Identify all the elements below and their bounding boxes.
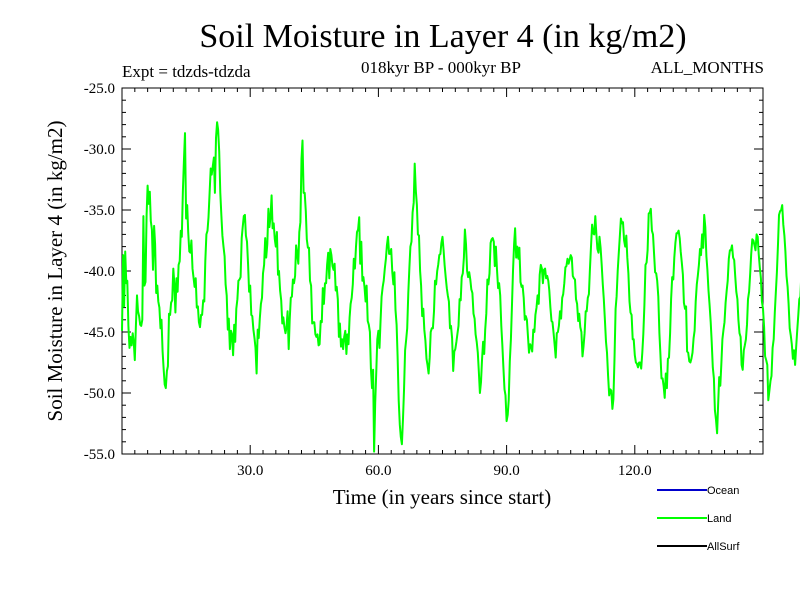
- x-tick-label: 60.0: [365, 463, 391, 479]
- y-tick-labels: -25.0 -30.0 -35.0 -40.0 -45.0 -50.0 -55.0: [84, 81, 115, 463]
- legend-label-allsurf: AllSurf: [707, 541, 740, 553]
- y-tick-label: -40.0: [84, 264, 115, 280]
- y-tick-label: -45.0: [84, 325, 115, 341]
- x-tick-labels: 30.0 60.0 90.0 120.0: [237, 463, 652, 479]
- legend: Ocean Land AllSurf: [657, 485, 740, 553]
- axis-ticks: [122, 87, 763, 455]
- y-tick-label: -50.0: [84, 386, 115, 402]
- series-layer: [121, 121, 800, 453]
- period-label: 018kyr BP - 000kyr BP: [361, 58, 521, 77]
- y-tick-label: -55.0: [84, 447, 115, 463]
- chart-title: Soil Moisture in Layer 4 (in kg/m2): [199, 18, 686, 55]
- y-axis-label: Soil Moisture in Layer 4 (in kg/m2): [43, 121, 67, 422]
- x-tick-label: 30.0: [237, 463, 263, 479]
- y-tick-label: -25.0: [84, 81, 115, 97]
- legend-label-ocean: Ocean: [707, 485, 739, 497]
- y-tick-label: -35.0: [84, 203, 115, 219]
- months-label: ALL_MONTHS: [651, 58, 764, 77]
- x-tick-label: 120.0: [618, 463, 652, 479]
- experiment-label: Expt = tdzds-tdzda: [122, 62, 251, 81]
- x-tick-label: 90.0: [493, 463, 519, 479]
- x-axis-label: Time (in years since start): [333, 485, 552, 509]
- legend-label-land: Land: [707, 513, 731, 525]
- series-line-land: [121, 121, 800, 453]
- y-tick-label: -30.0: [84, 142, 115, 158]
